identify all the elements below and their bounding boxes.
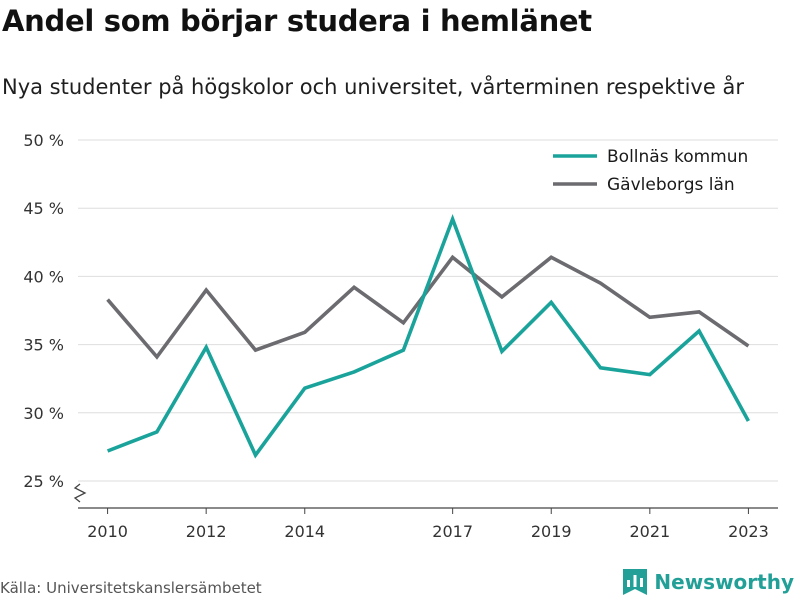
y-tick-label: 40 % <box>23 267 64 286</box>
chart-title: Andel som börjar studera i hemlänet <box>2 4 592 38</box>
x-tick-label: 2012 <box>186 522 227 541</box>
y-tick-label: 45 % <box>23 199 64 218</box>
grid-lines <box>78 139 778 482</box>
series-line-gavleborgs-lan <box>106 254 750 360</box>
y-tick-label: 35 % <box>23 336 64 355</box>
legend-label: Gävleborgs län <box>607 175 735 195</box>
x-tick-label: 2023 <box>728 522 769 541</box>
y-tick-label: 30 % <box>23 404 64 423</box>
y-tick-label: 50 % <box>23 131 64 150</box>
y-axis-tick-labels: 25 % 30 % 35 % 40 % 45 % 50 % <box>23 131 64 491</box>
newsworthy-logo-icon <box>623 569 648 595</box>
source-note: Källa: Universitetskanslersämbetet <box>0 579 262 597</box>
legend: Bollnäs kommun Gävleborgs län <box>553 147 748 195</box>
x-axis-tick-labels: 2010 2012 2014 2017 2019 2021 2023 <box>87 508 769 541</box>
x-axis <box>73 483 778 509</box>
x-tick-label: 2021 <box>629 522 670 541</box>
x-tick-label: 2010 <box>87 522 128 541</box>
series-line-bollnas-kommun <box>106 213 750 459</box>
x-tick-label: 2014 <box>284 522 325 541</box>
legend-label: Bollnäs kommun <box>607 147 748 167</box>
y-tick-label: 25 % <box>23 472 64 491</box>
axis-break-marker <box>73 483 87 503</box>
x-tick-label: 2019 <box>531 522 572 541</box>
x-tick-label: 2017 <box>432 522 473 541</box>
series-lines <box>106 213 750 459</box>
chart-subtitle: Nya studenter på högskolor och universit… <box>2 75 744 99</box>
brand-logo: Newsworthy <box>623 569 794 595</box>
brand-name: Newsworthy <box>654 570 794 594</box>
